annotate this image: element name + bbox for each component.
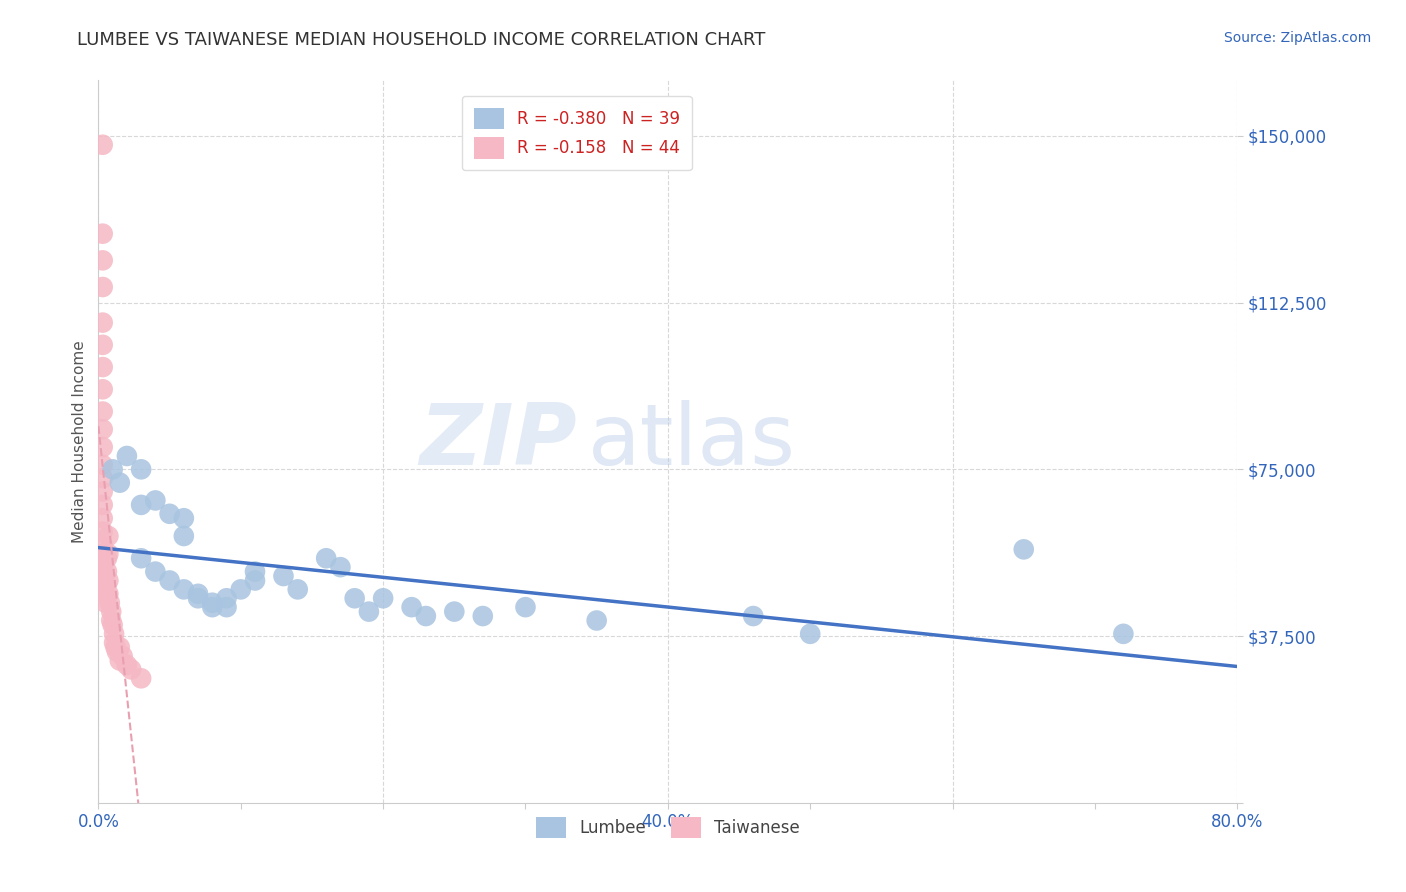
Point	[103, 636, 125, 650]
Point	[91, 360, 114, 375]
Point	[91, 316, 114, 330]
Point	[91, 382, 114, 396]
Point	[229, 582, 252, 597]
Point	[145, 493, 167, 508]
Point	[94, 587, 117, 601]
Point	[91, 338, 114, 352]
Point	[585, 614, 607, 628]
Point	[96, 551, 118, 566]
Point	[343, 591, 366, 606]
Point	[129, 462, 152, 476]
Point	[96, 565, 118, 579]
Point	[91, 471, 114, 485]
Point	[91, 547, 114, 561]
Point	[201, 600, 224, 615]
Point	[315, 551, 337, 566]
Point	[101, 462, 124, 476]
Point	[443, 605, 465, 619]
Point	[91, 422, 114, 436]
Point	[108, 653, 131, 667]
Point	[129, 498, 152, 512]
Point	[91, 280, 114, 294]
Point	[742, 609, 765, 624]
Point	[201, 596, 224, 610]
Point	[187, 591, 209, 606]
Point	[108, 475, 131, 490]
Text: ZIP: ZIP	[419, 400, 576, 483]
Point	[173, 511, 195, 525]
Text: LUMBEE VS TAIWANESE MEDIAN HOUSEHOLD INCOME CORRELATION CHART: LUMBEE VS TAIWANESE MEDIAN HOUSEHOLD INC…	[77, 31, 766, 49]
Point	[1012, 542, 1035, 557]
Point	[115, 657, 138, 672]
Text: Source: ZipAtlas.com: Source: ZipAtlas.com	[1223, 31, 1371, 45]
Point	[173, 529, 195, 543]
Point	[415, 609, 437, 624]
Point	[91, 253, 114, 268]
Point	[97, 574, 120, 588]
Point	[91, 137, 114, 152]
Point	[91, 538, 114, 552]
Point	[159, 507, 181, 521]
Point	[129, 671, 152, 685]
Point	[215, 591, 238, 606]
Point	[145, 565, 167, 579]
Point	[91, 511, 114, 525]
Point	[97, 587, 120, 601]
Point	[91, 524, 114, 539]
Point	[91, 498, 114, 512]
Point	[243, 574, 266, 588]
Legend: Lumbee, Taiwanese: Lumbee, Taiwanese	[529, 810, 807, 845]
Point	[111, 649, 134, 664]
Point	[100, 614, 122, 628]
Point	[357, 605, 380, 619]
Point	[91, 569, 114, 583]
Point	[515, 600, 537, 615]
Point	[94, 596, 117, 610]
Point	[98, 596, 121, 610]
Point	[104, 640, 127, 655]
Point	[105, 645, 128, 659]
Point	[97, 547, 120, 561]
Point	[799, 627, 821, 641]
Point	[1112, 627, 1135, 641]
Point	[173, 582, 195, 597]
Point	[101, 618, 124, 632]
Point	[187, 587, 209, 601]
Point	[115, 449, 138, 463]
Point	[91, 227, 114, 241]
Point	[108, 640, 131, 655]
Point	[97, 529, 120, 543]
Point	[103, 627, 125, 641]
Point	[287, 582, 309, 597]
Point	[273, 569, 295, 583]
Point	[401, 600, 423, 615]
Point	[129, 551, 152, 566]
Point	[91, 458, 114, 472]
Y-axis label: Median Household Income: Median Household Income	[72, 340, 87, 543]
Point	[91, 484, 114, 499]
Point	[329, 560, 352, 574]
Point	[243, 565, 266, 579]
Point	[91, 404, 114, 418]
Point	[471, 609, 494, 624]
Point	[373, 591, 395, 606]
Point	[159, 574, 181, 588]
Point	[215, 600, 238, 615]
Point	[91, 560, 114, 574]
Point	[120, 662, 142, 676]
Point	[93, 578, 115, 592]
Point	[91, 440, 114, 454]
Text: atlas: atlas	[588, 400, 796, 483]
Point	[100, 605, 122, 619]
